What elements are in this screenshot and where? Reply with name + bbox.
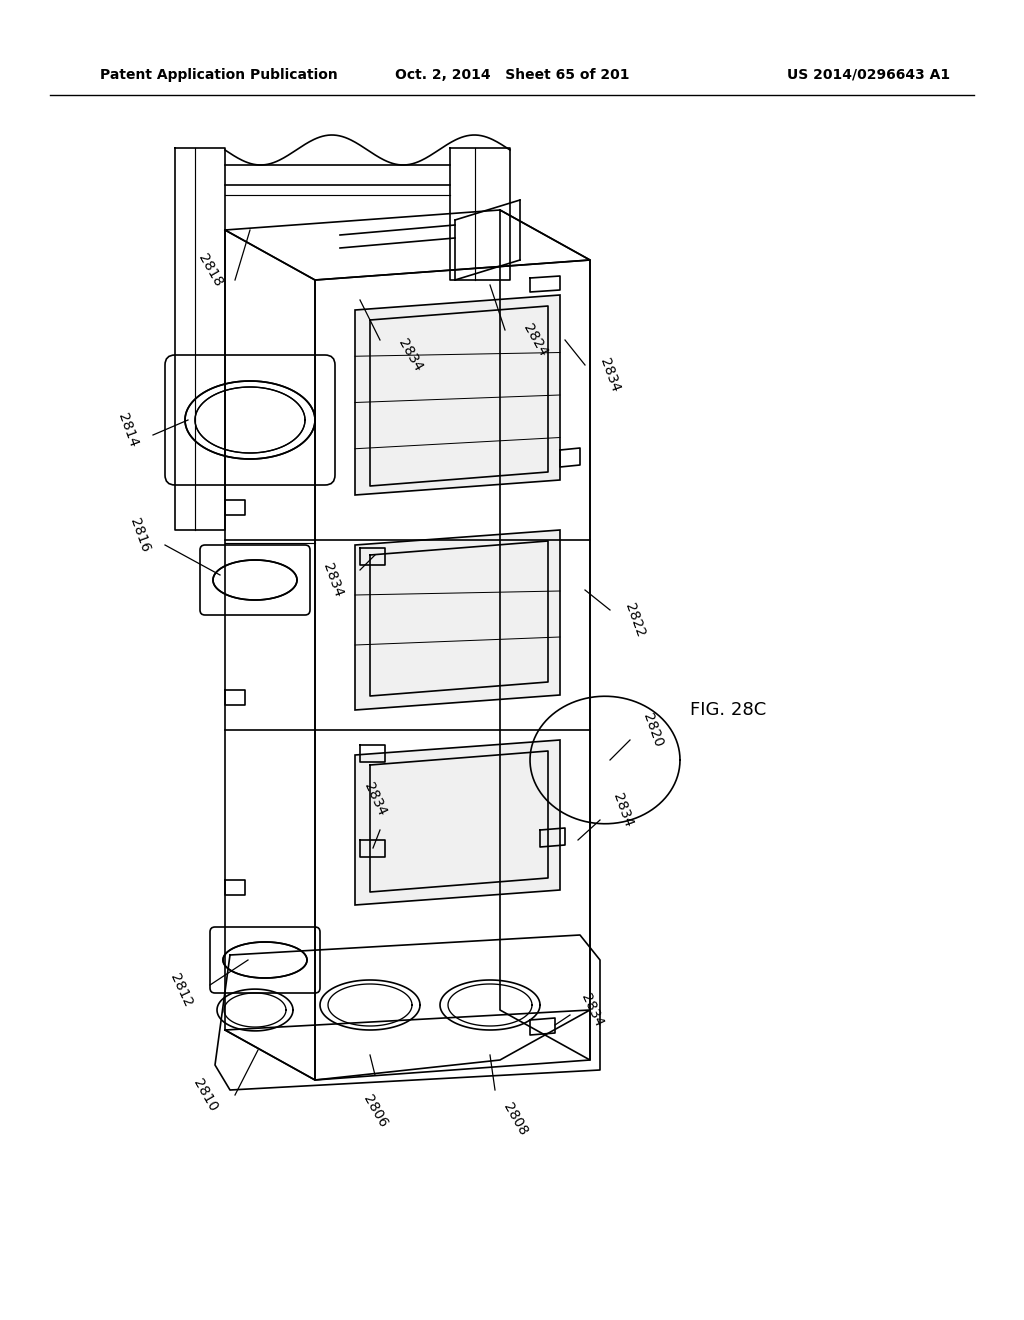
Text: Patent Application Publication: Patent Application Publication [100, 69, 338, 82]
Text: 2820: 2820 [640, 711, 666, 748]
Polygon shape [355, 741, 560, 906]
Polygon shape [355, 294, 560, 495]
FancyBboxPatch shape [200, 545, 310, 615]
Text: Oct. 2, 2014   Sheet 65 of 201: Oct. 2, 2014 Sheet 65 of 201 [394, 69, 630, 82]
Text: 2822: 2822 [622, 601, 647, 639]
Text: 2816: 2816 [127, 516, 152, 554]
Text: 2814: 2814 [115, 411, 140, 449]
Text: US 2014/0296643 A1: US 2014/0296643 A1 [786, 69, 950, 82]
Text: 2834: 2834 [319, 561, 345, 599]
Text: 2834: 2834 [578, 991, 605, 1028]
Text: 2824: 2824 [520, 321, 550, 359]
FancyBboxPatch shape [210, 927, 319, 993]
Text: 2818: 2818 [196, 251, 225, 289]
Text: 2808: 2808 [500, 1100, 529, 1138]
Text: 2812: 2812 [167, 972, 195, 1008]
Text: 2834: 2834 [395, 337, 425, 374]
Text: 2834: 2834 [610, 791, 635, 829]
Polygon shape [355, 531, 560, 710]
Text: 2806: 2806 [360, 1092, 390, 1130]
Text: 2834: 2834 [597, 356, 623, 393]
Text: 2834: 2834 [361, 780, 389, 818]
FancyBboxPatch shape [165, 355, 335, 484]
Text: 2810: 2810 [190, 1076, 220, 1114]
Text: FIG. 28C: FIG. 28C [690, 701, 766, 719]
